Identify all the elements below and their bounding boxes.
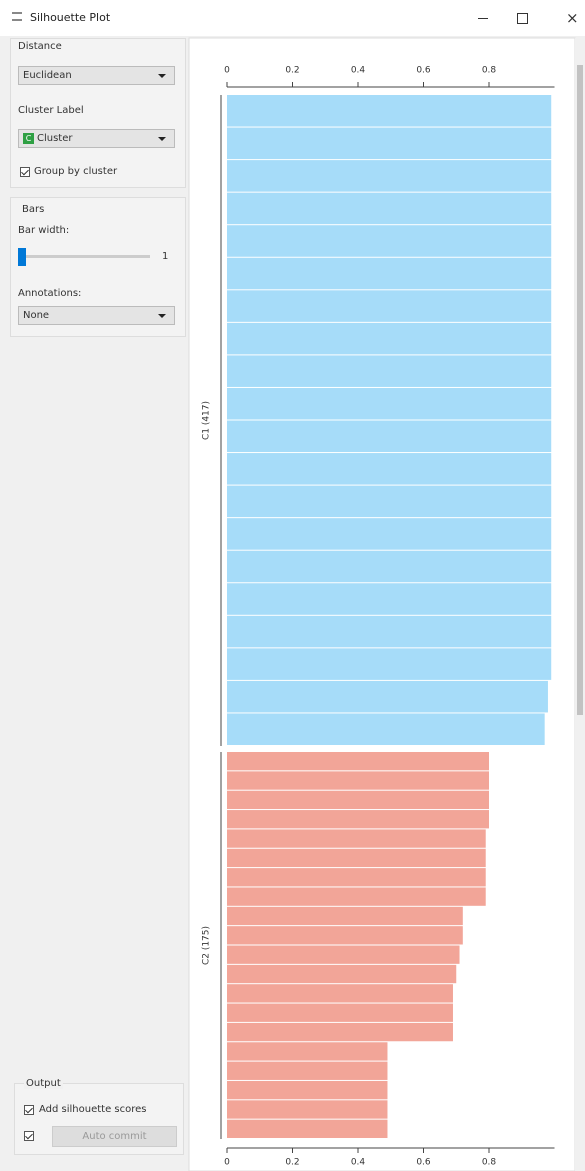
add-scores-label: Add silhouette scores — [39, 1104, 147, 1115]
silhouette-bar — [227, 1022, 453, 1042]
silhouette-bar — [227, 945, 460, 964]
bar-width-label: Bar width: — [18, 225, 70, 236]
distance-value: Euclidean — [23, 70, 72, 81]
commit-button[interactable]: Auto commit — [52, 1126, 177, 1147]
silhouette-bar — [227, 127, 552, 160]
silhouette-bar — [227, 192, 552, 225]
x-tick-label: 0.6 — [416, 1158, 431, 1168]
minimize-button[interactable] — [478, 18, 488, 19]
silhouette-bar — [227, 906, 463, 926]
silhouette-bar — [227, 290, 552, 322]
silhouette-bar — [227, 868, 486, 887]
annotations-combo[interactable]: None — [18, 306, 175, 325]
silhouette-bar — [227, 1100, 388, 1119]
silhouette-bar — [227, 485, 552, 518]
silhouette-bar — [227, 355, 552, 387]
silhouette-bar — [227, 1042, 388, 1061]
annotations-label: Annotations: — [18, 288, 82, 299]
distance-combo[interactable]: Euclidean — [18, 66, 175, 85]
silhouette-bar — [227, 160, 552, 192]
x-tick-label: 0.8 — [482, 1158, 497, 1168]
scrollbar-thumb[interactable] — [577, 65, 583, 715]
add-scores-checkbox[interactable] — [24, 1105, 34, 1115]
settings-box — [10, 38, 186, 188]
cluster-label-heading: Cluster Label — [18, 105, 84, 116]
silhouette-bar — [227, 848, 486, 868]
x-tick-label: 0.6 — [416, 66, 431, 76]
silhouette-bar — [227, 322, 552, 355]
silhouette-bar — [227, 926, 463, 945]
group-checkbox[interactable] — [20, 167, 30, 177]
silhouette-bar — [227, 984, 453, 1003]
x-tick-label: 0.2 — [285, 1158, 299, 1168]
app-icon — [12, 12, 22, 21]
cluster-combo[interactable]: C Cluster — [18, 129, 175, 148]
silhouette-bar — [227, 453, 552, 485]
silhouette-bar — [227, 583, 552, 615]
silhouette-bar — [227, 518, 552, 550]
cluster-value: Cluster — [37, 133, 73, 144]
silhouette-bar — [227, 615, 552, 648]
x-tick-label: 0 — [224, 1158, 230, 1168]
silhouette-bar — [227, 887, 486, 906]
distance-heading: Distance — [18, 41, 62, 52]
maximize-button[interactable] — [517, 13, 528, 24]
silhouette-bar — [227, 964, 457, 984]
x-tick-label: 0.4 — [351, 66, 366, 76]
x-tick-label: 0.4 — [351, 1158, 366, 1168]
silhouette-bar — [227, 420, 552, 453]
silhouette-bar — [227, 648, 552, 680]
x-tick-label: 0.2 — [285, 66, 299, 76]
silhouette-bar — [227, 225, 552, 257]
silhouette-bar — [227, 790, 489, 810]
silhouette-bar — [227, 771, 489, 790]
cluster-label: C1 (417) — [202, 401, 212, 440]
bars-heading: Bars — [22, 204, 45, 215]
bar-width-value: 1 — [162, 251, 169, 262]
x-tick-label: 0 — [224, 66, 230, 76]
silhouette-bar — [227, 257, 552, 290]
silhouette-bar — [227, 1061, 388, 1080]
cluster-label: C2 (175) — [202, 926, 212, 965]
silhouette-bar — [227, 1003, 453, 1022]
auto-commit-checkbox[interactable] — [24, 1131, 34, 1141]
x-tick-label: 0.8 — [482, 66, 497, 76]
silhouette-bar — [227, 387, 552, 420]
silhouette-bar — [227, 810, 489, 829]
silhouette-bar — [227, 752, 489, 771]
slider-handle[interactable] — [18, 248, 26, 266]
cluster-badge: C — [23, 133, 34, 144]
silhouette-bar — [227, 829, 486, 848]
silhouette-bar — [227, 1080, 388, 1100]
slider-track — [20, 255, 150, 258]
commit-label: Auto commit — [82, 1131, 147, 1142]
close-button[interactable]: × — [566, 9, 579, 27]
window-title: Silhouette Plot — [30, 11, 111, 24]
silhouette-bar — [227, 1119, 388, 1138]
silhouette-bar — [227, 713, 545, 745]
title-bar: Silhouette Plot × — [0, 0, 585, 36]
silhouette-bar — [227, 680, 548, 713]
silhouette-bar — [227, 550, 552, 583]
group-label: Group by cluster — [34, 166, 118, 177]
output-heading: Output — [24, 1078, 63, 1089]
annotations-value: None — [23, 310, 50, 321]
silhouette-bar — [227, 95, 552, 127]
